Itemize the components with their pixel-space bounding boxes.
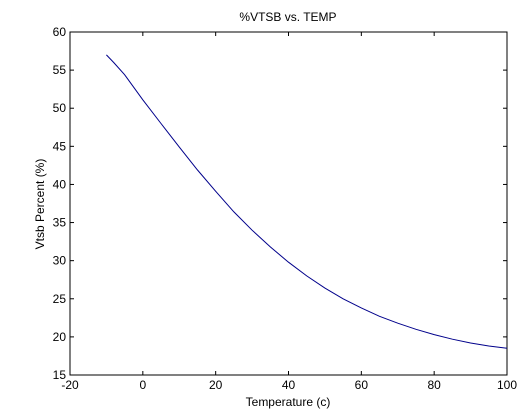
y-tick-label: 55	[53, 63, 67, 77]
y-tick-label: 40	[53, 177, 67, 191]
y-tick-label: 15	[53, 368, 67, 382]
x-tick-label: 40	[282, 378, 296, 392]
series-layer	[106, 54, 508, 349]
x-tick-label: -20	[61, 378, 79, 392]
y-tick-label: 20	[53, 330, 67, 344]
x-tick-label: 20	[209, 378, 223, 392]
x-tick-label: 60	[355, 378, 369, 392]
chart-title: %VTSB vs. TEMP	[239, 10, 336, 24]
y-tick-label: 50	[53, 101, 67, 115]
plot-area	[69, 31, 508, 376]
x-tick-label: 0	[139, 378, 146, 392]
y-tick-label: 30	[53, 254, 67, 268]
y-tick-label: 25	[53, 292, 67, 306]
x-axis-ticks: -20 0 20 40 60 80 100	[61, 32, 517, 392]
y-tick-label: 45	[53, 139, 67, 153]
y-axis-ticks: 15 20 25 30 35 40 45 50 55 60	[53, 25, 507, 382]
x-axis-label: Temperature (c)	[246, 395, 331, 409]
y-tick-label: 60	[53, 25, 67, 39]
x-tick-label: 80	[427, 378, 441, 392]
series-line	[106, 54, 508, 349]
y-tick-label: 35	[53, 216, 67, 230]
y-axis-label: Vtsb Percent (%)	[33, 159, 47, 250]
x-tick-label: 100	[497, 378, 517, 392]
